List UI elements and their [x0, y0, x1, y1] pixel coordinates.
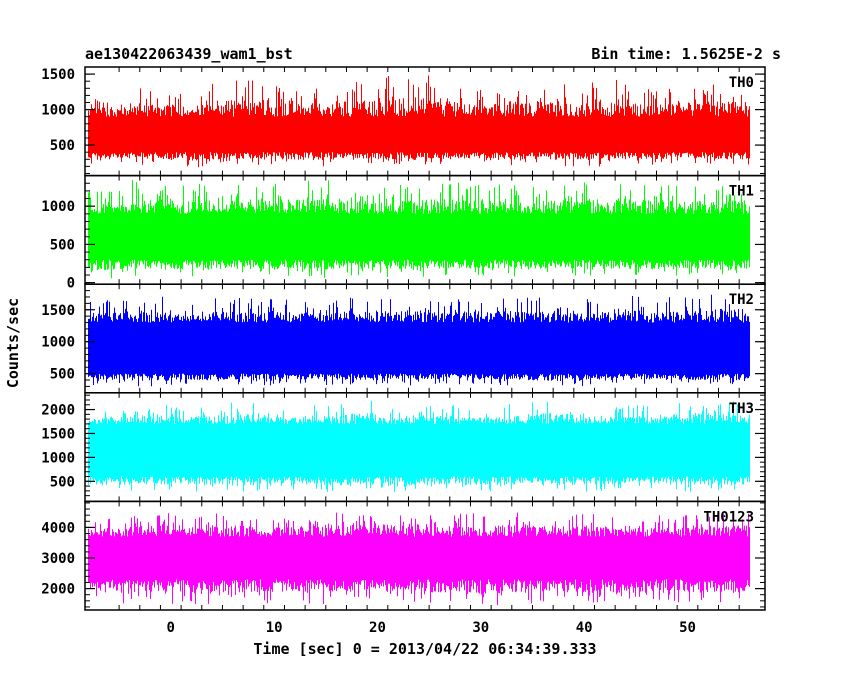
- panel-th1: 0 500 1000 TH1: [41, 174, 766, 292]
- y-tick-label: 4000: [41, 520, 75, 536]
- series-label-th0123: TH0123: [703, 509, 754, 525]
- y-tick-label: 500: [50, 237, 75, 253]
- series-label-th1: TH1: [729, 184, 754, 200]
- x-tick-label: 40: [576, 620, 593, 636]
- series-label-th0: TH0: [729, 75, 754, 91]
- x-tick-label: 10: [266, 620, 283, 636]
- series-th0123-line: [88, 512, 750, 606]
- panel-th2: 500 1000 1500 TH2: [41, 283, 766, 394]
- x-tick-label: 0: [167, 620, 175, 636]
- series-th1-line: [88, 180, 750, 279]
- y-tick-label: 500: [50, 367, 75, 383]
- panel-frame: [84, 500, 766, 611]
- y-tick-label: 1500: [41, 426, 75, 442]
- x-tick-label: 20: [369, 620, 386, 636]
- series-label-th3: TH3: [729, 401, 754, 417]
- x-tick-label: 50: [679, 620, 696, 636]
- panel-th0123: 2000 3000 4000 TH0123: [41, 500, 766, 611]
- bin-time-label: Bin time: 1.5625E-2 s: [591, 45, 781, 63]
- panel-th0: 500 1000 1500 TH0: [41, 66, 766, 177]
- panel-th3: 500 1000 1500 2000 TH3: [41, 392, 766, 503]
- x-axis: 0 10 20 30 40 50: [167, 620, 696, 636]
- y-tick-label: 0: [67, 276, 75, 292]
- y-axis-label: Counts/sec: [4, 298, 22, 388]
- y-tick-label: 500: [50, 474, 75, 490]
- y-tick-label: 1500: [41, 303, 75, 319]
- y-tick-label: 500: [50, 138, 75, 154]
- x-tick-label: 30: [472, 620, 489, 636]
- y-tick-label: 1000: [41, 335, 75, 351]
- series-label-th2: TH2: [729, 292, 754, 308]
- y-tick-label: 1000: [41, 199, 75, 215]
- y-tick-label: 1500: [41, 67, 75, 83]
- y-tick-label: 2000: [41, 582, 75, 598]
- series-th3-line: [88, 400, 750, 492]
- series-th2-line: [88, 294, 750, 387]
- y-tick-label: 2000: [41, 403, 75, 419]
- y-tick-label: 1000: [41, 103, 75, 119]
- y-tick-label: 3000: [41, 551, 75, 567]
- series-th0-line: [88, 75, 750, 168]
- chart-title: ae130422063439_wam1_bst: [85, 45, 293, 63]
- x-axis-label: Time [sec] 0 = 2013/04/22 06:34:39.333: [253, 640, 596, 658]
- y-tick-label: 1000: [41, 450, 75, 466]
